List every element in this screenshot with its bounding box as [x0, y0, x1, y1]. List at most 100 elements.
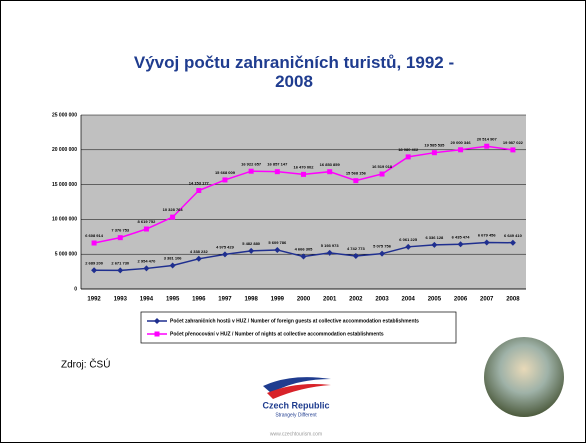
- marker: [274, 169, 280, 175]
- marker: [483, 239, 490, 246]
- data-label: 4 742 773: [347, 246, 366, 251]
- data-label: 18 980 462: [398, 147, 419, 152]
- x-tick-label: 1997: [218, 297, 232, 303]
- y-tick-label: 25 000 000: [52, 112, 77, 118]
- marker: [143, 226, 149, 232]
- logo-swoosh: [267, 384, 331, 399]
- logo-swoosh: [263, 377, 331, 393]
- data-label: 2 671 730: [111, 260, 130, 265]
- data-label: 4 666 305: [295, 247, 314, 252]
- marker: [196, 187, 202, 193]
- marker: [405, 154, 411, 160]
- x-tick-label: 1995: [166, 297, 180, 303]
- data-label: 2 689 200: [85, 260, 104, 265]
- x-tick-label: 1993: [114, 297, 128, 303]
- chart-title: Vývoj počtu zahraničních turistů, 1992 -…: [133, 53, 455, 91]
- data-label: 7 376 753: [111, 228, 130, 233]
- x-tick-label: 1994: [140, 297, 154, 303]
- x-tick-label: 1999: [271, 297, 285, 303]
- marker: [154, 331, 160, 337]
- marker: [326, 249, 333, 256]
- marker: [431, 241, 438, 248]
- x-tick-label: 1992: [87, 297, 101, 303]
- data-label: 4 338 232: [190, 249, 209, 254]
- marker: [484, 143, 490, 149]
- data-label: 15 668 009: [215, 170, 236, 175]
- marker: [154, 318, 160, 324]
- x-tick-label: 2001: [323, 297, 337, 303]
- x-tick-label: 2004: [402, 297, 416, 303]
- marker: [274, 246, 281, 253]
- source: Zdroj: ČSÚ: [61, 358, 110, 371]
- marker: [300, 253, 307, 260]
- data-label: 19 987 022: [503, 140, 524, 145]
- x-tick-label: 1998: [244, 297, 258, 303]
- marker: [353, 178, 359, 184]
- data-label: 6 435 474: [452, 234, 471, 239]
- y-tick-label: 15 000 000: [52, 182, 77, 188]
- y-tick-label: 5 000 000: [55, 252, 77, 258]
- logo-name: Czech Republic: [262, 400, 329, 410]
- marker: [117, 235, 123, 241]
- data-label: 5 075 756: [373, 244, 392, 249]
- logo: Czech Republic Strangely Different: [262, 377, 331, 418]
- marker: [170, 214, 176, 220]
- data-label: 8 619 752: [138, 219, 157, 224]
- x-tick-label: 2000: [297, 297, 311, 303]
- marker: [379, 171, 385, 177]
- y-tick-label: 10 000 000: [52, 217, 77, 223]
- data-label: 6 679 456: [478, 233, 497, 238]
- data-label: 5 193 973: [321, 243, 340, 248]
- data-label: 16 857 147: [267, 162, 288, 167]
- marker: [91, 267, 98, 274]
- marker: [301, 171, 306, 177]
- data-label: 3 381 106: [164, 256, 183, 261]
- marker: [248, 168, 254, 174]
- x-tick-label: 2005: [428, 297, 442, 303]
- data-label: 2 954 470: [138, 258, 157, 263]
- marker: [221, 251, 228, 258]
- marker: [143, 265, 150, 272]
- marker: [405, 243, 412, 250]
- data-label: 16 519 018: [372, 164, 393, 169]
- legend-box: [140, 311, 457, 344]
- data-label: 6 336 128: [425, 235, 444, 240]
- data-label: 16 922 657: [241, 161, 262, 166]
- data-label: 19 585 535: [424, 143, 445, 148]
- marker: [457, 241, 464, 248]
- data-label: 5 609 786: [268, 240, 287, 245]
- data-label: 14 153 177: [189, 181, 210, 186]
- marker: [510, 147, 516, 153]
- marker: [379, 250, 386, 257]
- x-tick-label: 2003: [375, 297, 389, 303]
- data-label: 16 853 859: [320, 162, 341, 167]
- x-tick-label: 2006: [454, 297, 468, 303]
- photo: [484, 337, 564, 417]
- legend-label: Počet přenocování v HUZ / Number of nigh…: [170, 331, 384, 337]
- marker: [352, 252, 359, 259]
- marker: [222, 177, 228, 183]
- marker: [195, 255, 202, 262]
- data-label: 20 000 346: [451, 140, 472, 145]
- y-tick-label: 20 000 000: [52, 147, 77, 153]
- data-label: 15 568 156: [346, 171, 367, 176]
- marker: [458, 147, 464, 153]
- logo-slogan: Strangely Different: [275, 412, 317, 418]
- data-label: 10 328 764: [163, 207, 184, 212]
- data-label: 20 514 907: [477, 136, 498, 141]
- x-tick-label: 2007: [480, 297, 494, 303]
- legend-label: Počet zahraničních hostů v HUZ / Number …: [170, 317, 419, 324]
- x-tick-label: 2002: [349, 297, 363, 303]
- data-label: 6 649 410: [504, 233, 523, 238]
- plot-area: [81, 115, 526, 289]
- marker: [91, 240, 97, 246]
- marker: [248, 247, 255, 254]
- data-label: 5 482 880: [242, 241, 261, 246]
- marker: [117, 267, 124, 274]
- x-tick-label: 1996: [192, 297, 206, 303]
- data-label: 6 608 914: [85, 233, 104, 238]
- url: www.czechtourism.com: [270, 431, 322, 437]
- y-tick-label: 0: [74, 286, 77, 292]
